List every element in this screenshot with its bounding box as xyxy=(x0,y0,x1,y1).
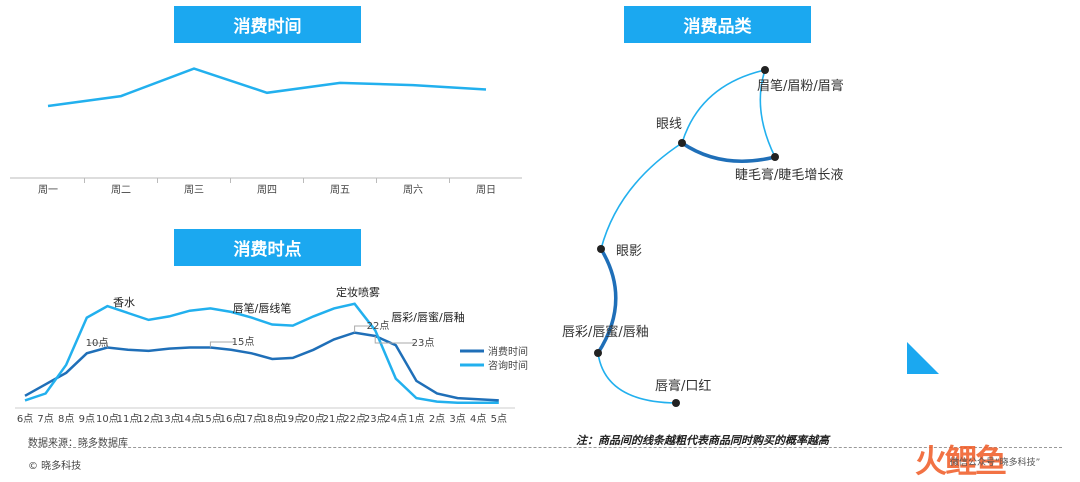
network-edge xyxy=(597,352,677,404)
hour-callout: 15点 xyxy=(232,336,255,348)
network-edge xyxy=(600,142,683,250)
node-label: 睫毛膏/睫毛增长液 xyxy=(735,167,843,183)
x-tick-label: 周三 xyxy=(184,184,204,196)
x-tick-label: 7点 xyxy=(37,413,53,425)
chart-note: 注：商品间的线条越粗代表商品同时购买的概率越高 xyxy=(576,434,829,447)
network-edge xyxy=(681,141,776,163)
corner-triangle-icon xyxy=(907,342,939,374)
x-tick-label: 16点 xyxy=(220,413,243,425)
x-tick-label: 23点 xyxy=(364,413,387,425)
legend-label: 消费时间 xyxy=(488,345,528,358)
network-node xyxy=(672,399,680,407)
callout-line xyxy=(89,342,108,348)
network-node xyxy=(597,245,605,253)
x-tick-label: 10点 xyxy=(96,413,119,425)
callout-line xyxy=(354,325,370,333)
network-edge xyxy=(759,69,776,158)
data-source: 数据来源：晓多数据库 xyxy=(28,438,128,449)
x-tick-label: 周五 xyxy=(330,184,350,196)
callout-line xyxy=(209,341,235,348)
x-tick-label: 12点 xyxy=(137,413,160,425)
x-tick-label: 3点 xyxy=(449,413,465,425)
node-label: 眼影 xyxy=(616,244,642,259)
hour-callout: 22点 xyxy=(367,320,390,332)
x-tick-label: 18点 xyxy=(261,413,284,425)
x-tick-label: 周一 xyxy=(38,184,58,196)
x-tick-label: 11点 xyxy=(117,413,140,425)
x-tick-label: 周二 xyxy=(111,184,131,196)
x-tick-label: 周日 xyxy=(476,184,496,196)
x-tick-label: 13点 xyxy=(158,413,181,425)
network-edge xyxy=(681,69,766,144)
hour-callout: 23点 xyxy=(412,337,435,349)
product-annotation: 定妆喷雾 xyxy=(336,285,380,299)
hour-banner: 消费时点 xyxy=(174,229,361,266)
node-label: 唇彩/唇蜜/唇釉 xyxy=(562,325,649,340)
hour-callout: 10点 xyxy=(86,337,109,349)
product-annotation: 香水 xyxy=(113,296,135,309)
x-tick-label: 15点 xyxy=(199,413,222,425)
network-node xyxy=(678,139,686,147)
x-tick-label: 14点 xyxy=(178,413,201,425)
footer-divider xyxy=(28,447,1062,448)
copyright: © 晓多科技 xyxy=(28,461,82,472)
network-edge xyxy=(596,248,618,354)
callout-line xyxy=(374,336,415,344)
network-node xyxy=(594,349,602,357)
watermark: 火鲤鱼 xyxy=(915,442,1007,480)
x-tick-label: 1点 xyxy=(408,413,424,425)
x-tick-label: 17点 xyxy=(240,413,263,425)
x-tick-label: 20点 xyxy=(302,413,325,425)
network-node xyxy=(771,153,779,161)
node-label: 唇膏/口红 xyxy=(655,378,711,394)
x-tick-label: 周四 xyxy=(257,184,277,196)
series-line xyxy=(47,67,487,108)
x-tick-label: 24点 xyxy=(384,413,407,425)
product-annotation: 唇笔/唇线笔 xyxy=(233,301,292,315)
node-label: 眉笔/眉粉/眉膏 xyxy=(757,78,844,94)
x-tick-label: 4点 xyxy=(470,413,486,425)
network-node xyxy=(761,66,769,74)
x-tick-label: 21点 xyxy=(323,413,346,425)
legend-label: 咨询时间 xyxy=(488,359,528,372)
node-label: 眼线 xyxy=(656,117,682,132)
x-tick-label: 5点 xyxy=(491,413,507,425)
x-tick-label: 22点 xyxy=(343,413,366,425)
x-tick-label: 8点 xyxy=(58,413,74,425)
series-line-1 xyxy=(24,302,499,404)
category-banner: 消费品类 xyxy=(624,6,811,43)
series-line-0 xyxy=(24,331,499,402)
x-tick-label: 19点 xyxy=(281,413,304,425)
x-tick-label: 2点 xyxy=(429,413,445,425)
x-tick-label: 9点 xyxy=(79,413,95,425)
time-banner: 消费时间 xyxy=(174,6,361,43)
wechat-label: 微信公众号“晓多科技” xyxy=(950,458,1041,468)
x-tick-label: 6点 xyxy=(17,413,33,425)
product-annotation: 唇彩/唇蜜/唇釉 xyxy=(391,310,464,324)
x-tick-label: 周六 xyxy=(403,184,423,196)
